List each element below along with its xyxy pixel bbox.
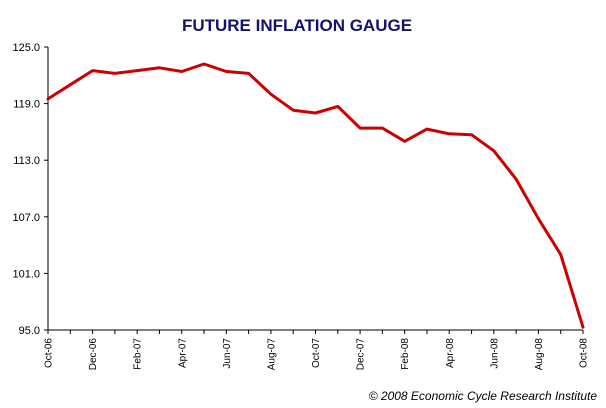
x-tick-label: Dec-06	[88, 338, 99, 371]
x-tick-label: Feb-07	[133, 338, 144, 370]
chart-title: FUTURE INFLATION GAUGE	[182, 16, 412, 35]
x-tick-label: Aug-07	[266, 338, 277, 371]
x-tick-label: Jun-07	[222, 338, 233, 369]
credit-text: © 2008 Economic Cycle Research Institute	[369, 389, 598, 403]
plot-area	[47, 47, 583, 331]
x-tick-label: Jun-08	[489, 338, 500, 369]
y-tick-label: 101.0	[12, 268, 40, 280]
x-tick-label: Apr-07	[177, 338, 188, 368]
x-tick-label: Aug-08	[534, 338, 545, 371]
x-tick-label: Oct-06	[44, 338, 55, 368]
y-tick-label: 119.0	[13, 99, 40, 111]
x-tick-label: Feb-08	[400, 338, 411, 370]
y-tick-label: 125.0	[12, 42, 40, 54]
y-axis: 125.0 119.0 113.0 107.0 101.0 95.0	[12, 42, 48, 337]
x-tick-label: Apr-08	[445, 338, 456, 368]
x-tick-label: Oct-08	[579, 338, 590, 368]
series-line	[46, 62, 585, 329]
x-axis: Oct-06 Dec-06 Feb-07 Apr-07 Jun-07 Aug-07 Oct-…	[44, 330, 590, 370]
y-tick-label: 107.0	[12, 212, 40, 224]
x-tick-label: Oct-07	[311, 338, 322, 368]
series-layer	[46, 62, 585, 329]
y-tick-label: 113.0	[13, 155, 40, 167]
x-tick-label: Dec-07	[356, 338, 367, 371]
y-tick-label: 95.0	[19, 325, 40, 337]
